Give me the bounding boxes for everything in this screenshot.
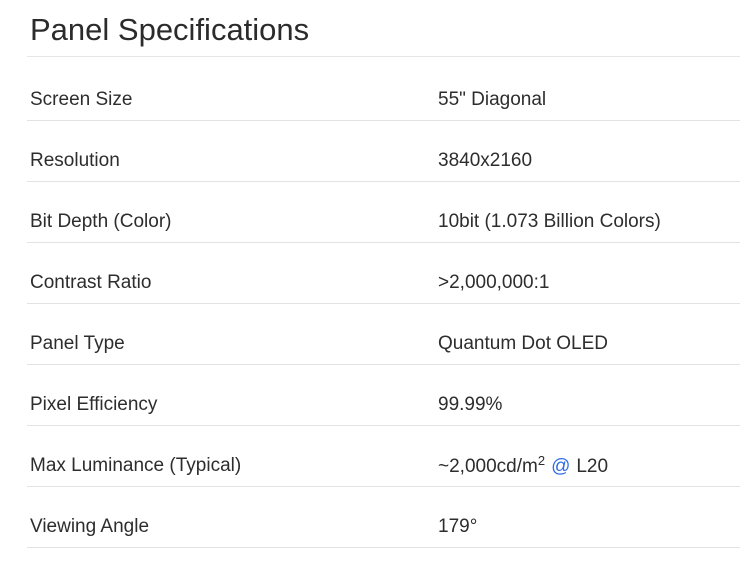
spec-row-max-luminance: Max Luminance (Typical) ~2,000cd/m2 @ L20 [27,426,740,487]
spec-row-bit-depth: Bit Depth (Color) 10bit (1.073 Billion C… [27,182,740,243]
page-title: Panel Specifications [30,12,310,47]
page-header: Panel Specifications [27,0,740,57]
spec-label: Bit Depth (Color) [30,210,172,232]
spec-row-screen-size: Screen Size 55" Diagonal [27,57,740,121]
spec-label: Panel Type [30,332,125,354]
spec-value: 10bit (1.073 Billion Colors) [438,210,661,232]
spec-value: 179° [438,515,478,537]
spec-row-resolution: Resolution 3840x2160 [27,121,740,182]
spec-label: Contrast Ratio [30,271,152,293]
luminance-value-text: ~2,000cd/m [438,456,538,478]
spec-row-contrast-ratio: Contrast Ratio >2,000,000:1 [27,243,740,304]
spec-label: Pixel Efficiency [30,393,158,415]
luminance-condition-text: L20 [576,456,609,478]
spec-row-viewing-angle: Viewing Angle 179° [27,487,740,548]
at-sign-link[interactable]: @ [551,456,571,478]
spec-value: Quantum Dot OLED [438,332,609,354]
spec-row-pixel-efficiency: Pixel Efficiency 99.99% [27,365,740,426]
luminance-superscript: 2 [537,453,546,469]
spec-page: Panel Specifications Screen Size 55" Dia… [27,0,740,548]
spec-label: Resolution [30,149,120,171]
spec-label: Screen Size [30,88,133,110]
spec-value: >2,000,000:1 [438,271,550,293]
spec-value: 3840x2160 [438,149,533,171]
spec-row-panel-type: Panel Type Quantum Dot OLED [27,304,740,365]
spec-label: Max Luminance (Typical) [30,454,242,476]
spec-table: Screen Size 55" Diagonal Resolution 3840… [27,57,740,548]
spec-value: ~2,000cd/m2 @ L20 [438,453,740,479]
spec-value: 55" Diagonal [438,88,547,110]
spec-value: 99.99% [438,393,503,415]
spec-label: Viewing Angle [30,515,150,537]
